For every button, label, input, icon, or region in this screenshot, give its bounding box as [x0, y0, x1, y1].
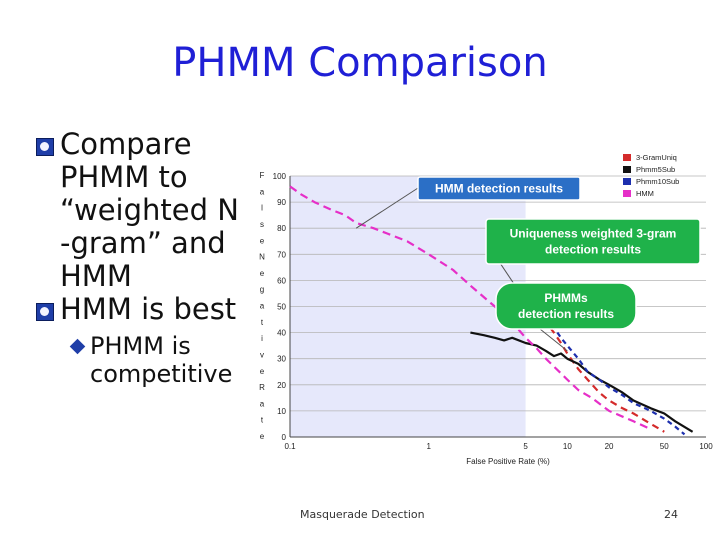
x-tick-label: 1 [426, 442, 431, 451]
y-tick-label: 100 [273, 172, 287, 181]
bullet-list: Compare PHMM to “weighted N -gram” and H… [36, 128, 251, 388]
series-line-phmm10sub [536, 315, 686, 436]
y-axis-label-letter: e [260, 432, 265, 441]
y-axis-label-letter: t [261, 318, 264, 327]
x-axis-label: False Positive Rate (%) [466, 457, 550, 466]
legend-entry: Phmm10Sub [636, 177, 679, 186]
y-tick-label: 80 [277, 224, 286, 233]
y-tick-label: 20 [277, 381, 286, 390]
bullet-text: HMM is best [60, 292, 237, 326]
y-axis-label-letter: N [259, 253, 265, 262]
series-line-hmm [289, 185, 652, 431]
callout-3gram-text: Uniqueness weighted 3-gram [510, 227, 677, 241]
callout-hmm-pointer [355, 187, 419, 229]
callout-phmm-text: detection results [518, 307, 614, 321]
y-tick-label: 30 [277, 355, 286, 364]
y-axis-label-letter: i [261, 334, 263, 343]
legend-entry: HMM [636, 189, 654, 198]
y-axis-label-letter: a [260, 399, 265, 408]
y-axis-label-letter: R [259, 383, 265, 392]
x-tick-label: 20 [605, 442, 614, 451]
legend-swatch [623, 166, 631, 173]
sub-bullet-phmm: PHMM is competitive [36, 332, 251, 388]
y-axis-label-letter: e [260, 269, 265, 278]
x-tick-label: 5 [523, 442, 528, 451]
y-axis-label-letter: v [260, 350, 264, 359]
y-tick-label: 70 [277, 250, 286, 259]
y-tick-label: 0 [282, 433, 287, 442]
callout-phmm-box [495, 282, 637, 330]
y-axis-label-letter: s [260, 220, 264, 229]
page-number: 24 [664, 508, 678, 521]
slide-title: PHMM Comparison [172, 40, 548, 86]
y-axis-label-letter: e [260, 236, 265, 245]
sub-bullet-text: PHMM is competitive [90, 332, 233, 388]
y-tick-label: 40 [277, 329, 286, 338]
x-tick-label: 10 [563, 442, 572, 451]
y-axis-label-letter: a [260, 187, 265, 196]
y-axis-label-letter: F [260, 171, 265, 180]
x-tick-label: 0.1 [284, 442, 296, 451]
legend-swatch [623, 178, 631, 185]
bullet-square-icon [36, 138, 54, 156]
x-tick-label: 100 [699, 442, 713, 451]
y-axis-label-letter: e [260, 367, 265, 376]
bullet-square-icon [36, 303, 54, 321]
x-tick-label: 50 [660, 442, 669, 451]
callout-hmm-box [417, 176, 581, 201]
series-line-phmm5sub [470, 331, 694, 433]
legend-swatch [623, 190, 631, 197]
callout-phmm-text: PHMMs [544, 291, 588, 305]
legend-swatch [623, 154, 631, 161]
legend-entry: Phmm5Sub [636, 165, 675, 174]
bullet-text: Compare PHMM to “weighted N -gram” and H… [60, 127, 239, 293]
y-tick-label: 90 [277, 198, 286, 207]
y-tick-label: 50 [277, 303, 286, 312]
y-axis-label-letter: t [261, 416, 264, 425]
y-tick-label: 60 [277, 276, 286, 285]
callout-hmm-text: HMM detection results [435, 182, 563, 196]
callout-3gram-box [485, 218, 701, 265]
y-axis-label-letter: l [261, 204, 263, 213]
y-axis-label-letter: g [260, 285, 264, 294]
bullet-compare: Compare PHMM to “weighted N -gram” and H… [36, 128, 251, 293]
y-axis-label-letter: a [260, 302, 265, 311]
bullet-hmm-best: HMM is best [36, 293, 251, 326]
y-tick-label: 10 [277, 407, 286, 416]
callout-phmm-pointer [539, 328, 568, 352]
legend-entry: 3-GramUniq [636, 153, 677, 162]
footer-text: Masquerade Detection [300, 508, 425, 521]
callout-3gram-text: detection results [545, 243, 641, 257]
